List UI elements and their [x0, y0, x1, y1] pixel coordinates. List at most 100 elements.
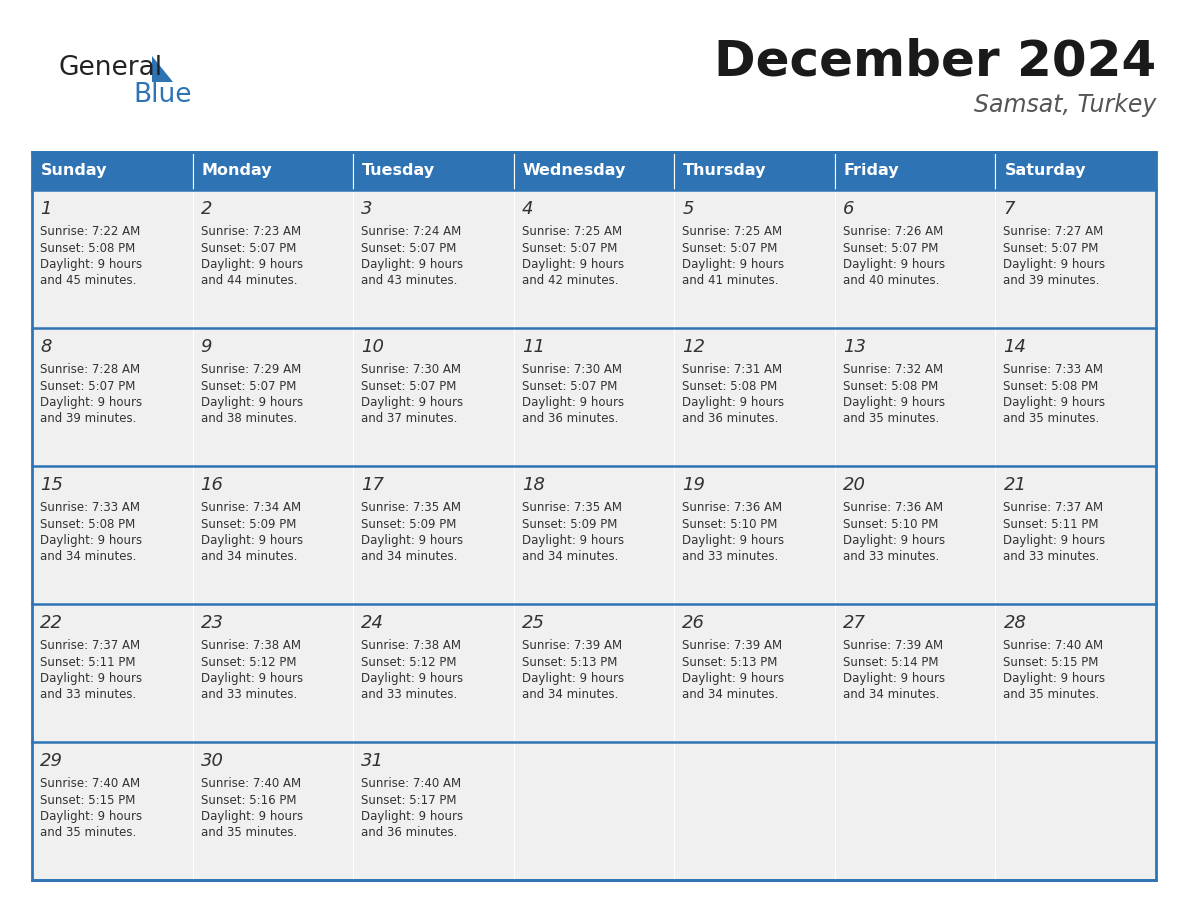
Text: and 35 minutes.: and 35 minutes. [201, 826, 297, 839]
Bar [353, 152, 513, 190]
Text: and 33 minutes.: and 33 minutes. [1004, 551, 1100, 564]
Text: Wednesday: Wednesday [523, 163, 626, 178]
Bar [675, 466, 835, 604]
Text: Sunset: 5:07 PM: Sunset: 5:07 PM [361, 241, 456, 254]
Text: Daylight: 9 hours: Daylight: 9 hours [201, 534, 303, 547]
Text: Sunrise: 7:37 AM: Sunrise: 7:37 AM [1004, 501, 1104, 514]
Text: Sunset: 5:07 PM: Sunset: 5:07 PM [201, 241, 296, 254]
Bar [513, 604, 675, 742]
Text: Sunrise: 7:38 AM: Sunrise: 7:38 AM [201, 639, 301, 652]
Bar [32, 742, 192, 880]
Bar [996, 466, 1156, 604]
Text: and 33 minutes.: and 33 minutes. [201, 688, 297, 701]
Bar [996, 328, 1156, 466]
Bar [32, 466, 192, 604]
Text: and 35 minutes.: and 35 minutes. [1004, 412, 1100, 426]
Bar [513, 328, 675, 466]
Bar [675, 742, 835, 880]
Text: Daylight: 9 hours: Daylight: 9 hours [1004, 534, 1106, 547]
Text: Sunrise: 7:39 AM: Sunrise: 7:39 AM [682, 639, 783, 652]
Text: and 35 minutes.: and 35 minutes. [842, 412, 939, 426]
Text: Daylight: 9 hours: Daylight: 9 hours [522, 258, 624, 271]
Text: and 43 minutes.: and 43 minutes. [361, 274, 457, 287]
Text: and 37 minutes.: and 37 minutes. [361, 412, 457, 426]
Text: and 33 minutes.: and 33 minutes. [40, 688, 137, 701]
Text: Daylight: 9 hours: Daylight: 9 hours [201, 396, 303, 409]
Text: 9: 9 [201, 338, 213, 356]
Text: Sunset: 5:07 PM: Sunset: 5:07 PM [842, 241, 939, 254]
Text: 6: 6 [842, 200, 854, 218]
Text: Daylight: 9 hours: Daylight: 9 hours [682, 534, 784, 547]
Text: and 36 minutes.: and 36 minutes. [361, 826, 457, 839]
Text: 18: 18 [522, 476, 545, 494]
Text: Daylight: 9 hours: Daylight: 9 hours [361, 810, 463, 823]
Text: 21: 21 [1004, 476, 1026, 494]
Text: Monday: Monday [202, 163, 272, 178]
Bar [835, 190, 996, 328]
Text: Daylight: 9 hours: Daylight: 9 hours [842, 534, 944, 547]
Bar [353, 604, 513, 742]
Text: and 34 minutes.: and 34 minutes. [361, 551, 457, 564]
Text: and 33 minutes.: and 33 minutes. [682, 551, 778, 564]
Text: 4: 4 [522, 200, 533, 218]
Text: Sunset: 5:15 PM: Sunset: 5:15 PM [1004, 655, 1099, 668]
Text: and 34 minutes.: and 34 minutes. [522, 551, 618, 564]
Text: Friday: Friday [843, 163, 899, 178]
Text: Sunrise: 7:30 AM: Sunrise: 7:30 AM [522, 363, 621, 376]
Text: 2: 2 [201, 200, 213, 218]
Text: 11: 11 [522, 338, 545, 356]
Text: Sunrise: 7:40 AM: Sunrise: 7:40 AM [361, 777, 461, 790]
Text: Sunrise: 7:26 AM: Sunrise: 7:26 AM [842, 225, 943, 238]
Text: Sunrise: 7:40 AM: Sunrise: 7:40 AM [1004, 639, 1104, 652]
Text: 28: 28 [1004, 614, 1026, 632]
Bar [353, 466, 513, 604]
Text: Samsat, Turkey: Samsat, Turkey [974, 93, 1156, 117]
Text: Sunrise: 7:23 AM: Sunrise: 7:23 AM [201, 225, 301, 238]
Text: Daylight: 9 hours: Daylight: 9 hours [522, 534, 624, 547]
Text: Sunset: 5:07 PM: Sunset: 5:07 PM [201, 379, 296, 393]
Text: 7: 7 [1004, 200, 1015, 218]
Text: 24: 24 [361, 614, 384, 632]
Text: 14: 14 [1004, 338, 1026, 356]
Text: and 34 minutes.: and 34 minutes. [40, 551, 137, 564]
Text: Daylight: 9 hours: Daylight: 9 hours [682, 396, 784, 409]
Text: and 34 minutes.: and 34 minutes. [842, 688, 940, 701]
Text: 20: 20 [842, 476, 866, 494]
Text: Sunrise: 7:28 AM: Sunrise: 7:28 AM [40, 363, 140, 376]
Text: 23: 23 [201, 614, 223, 632]
Text: Sunset: 5:09 PM: Sunset: 5:09 PM [361, 518, 456, 531]
Text: Tuesday: Tuesday [362, 163, 435, 178]
Text: Sunrise: 7:38 AM: Sunrise: 7:38 AM [361, 639, 461, 652]
Bar [513, 466, 675, 604]
Polygon shape [152, 56, 173, 82]
Text: Sunrise: 7:27 AM: Sunrise: 7:27 AM [1004, 225, 1104, 238]
Text: 15: 15 [40, 476, 63, 494]
Text: Daylight: 9 hours: Daylight: 9 hours [40, 810, 143, 823]
Text: 22: 22 [40, 614, 63, 632]
Text: Sunset: 5:10 PM: Sunset: 5:10 PM [842, 518, 939, 531]
Text: 10: 10 [361, 338, 384, 356]
Bar [192, 328, 353, 466]
Text: Sunrise: 7:36 AM: Sunrise: 7:36 AM [842, 501, 943, 514]
Text: 13: 13 [842, 338, 866, 356]
Text: Saturday: Saturday [1004, 163, 1086, 178]
Text: Daylight: 9 hours: Daylight: 9 hours [682, 672, 784, 685]
Bar [192, 152, 353, 190]
Text: Daylight: 9 hours: Daylight: 9 hours [522, 396, 624, 409]
Text: Sunset: 5:07 PM: Sunset: 5:07 PM [1004, 241, 1099, 254]
Text: Sunset: 5:16 PM: Sunset: 5:16 PM [201, 793, 296, 807]
Bar [32, 604, 192, 742]
Text: Daylight: 9 hours: Daylight: 9 hours [40, 672, 143, 685]
Bar [835, 152, 996, 190]
Text: and 45 minutes.: and 45 minutes. [40, 274, 137, 287]
Bar [835, 742, 996, 880]
Bar [675, 152, 835, 190]
Bar [513, 742, 675, 880]
Text: Daylight: 9 hours: Daylight: 9 hours [842, 258, 944, 271]
Text: Sunday: Sunday [42, 163, 107, 178]
Text: Sunrise: 7:30 AM: Sunrise: 7:30 AM [361, 363, 461, 376]
Text: and 41 minutes.: and 41 minutes. [682, 274, 779, 287]
Bar [675, 604, 835, 742]
Text: Daylight: 9 hours: Daylight: 9 hours [361, 396, 463, 409]
Text: Daylight: 9 hours: Daylight: 9 hours [361, 534, 463, 547]
